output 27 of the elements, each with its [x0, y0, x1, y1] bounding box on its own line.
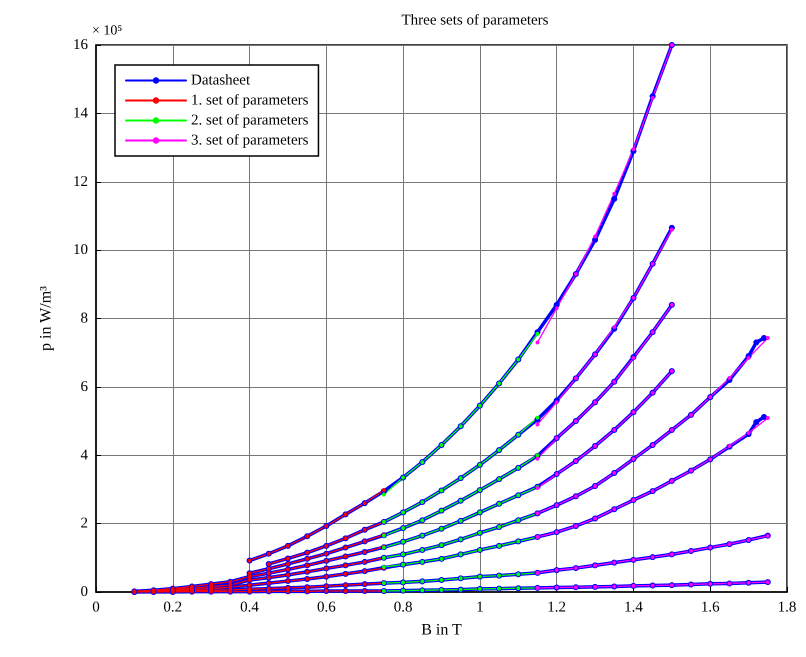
x-tick-label: 0.6: [316, 600, 336, 616]
y-tick-label: 10: [73, 242, 88, 258]
legend-label: 2. set of parameters: [191, 112, 309, 128]
y-tick-label: 16: [73, 37, 88, 53]
y-tick-label: 8: [80, 310, 88, 326]
x-tick-label: 1.8: [778, 600, 796, 616]
legend-label: Datasheet: [191, 72, 251, 88]
x-tick-label: 1: [476, 600, 484, 616]
legend-label: 3. set of parameters: [191, 132, 309, 148]
x-tick-label: 0.8: [394, 600, 412, 616]
x-tick-label: 1.4: [624, 600, 644, 616]
x-tick-label: 1.6: [700, 600, 720, 616]
y-tick-label: 6: [80, 378, 88, 395]
y-tick-label: 12: [73, 174, 88, 190]
x-axis-title: B in T: [421, 622, 462, 638]
text: × 10⁵: [92, 24, 122, 38]
legend-label: 1. set of parameters: [191, 92, 309, 108]
x-tick-label: 0: [92, 600, 100, 616]
y-axis-title: p in W/m³: [38, 286, 54, 351]
x-tick-label: 1.2: [547, 600, 566, 616]
chart-title: Three sets of parameters: [401, 12, 549, 28]
y-tick-label: 14: [73, 105, 88, 122]
y-tick-label: 2: [80, 516, 88, 532]
x-tick-label: 0.4: [240, 600, 260, 616]
y-tick-label: 0: [80, 584, 88, 600]
y-tick-label: 4: [80, 447, 88, 464]
x-tick-label: 0.2: [163, 600, 182, 616]
